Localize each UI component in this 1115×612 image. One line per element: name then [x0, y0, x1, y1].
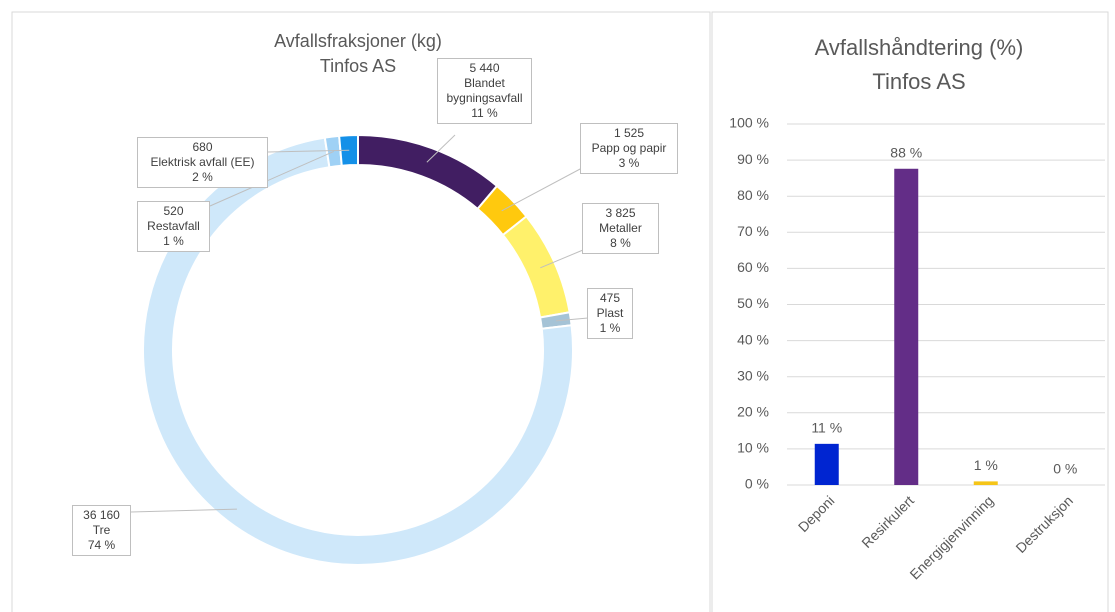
pie-slice: [501, 214, 571, 319]
x-tick-label: Resirkulert: [858, 492, 917, 551]
x-tick-label: Energigjenvinning: [906, 492, 996, 582]
y-tick-label: 20 %: [737, 404, 769, 420]
y-tick-label: 50 %: [737, 295, 769, 311]
label-name: Papp og papir: [591, 141, 667, 155]
bar: [973, 481, 998, 485]
bar: [814, 443, 839, 485]
y-tick-label: 0 %: [745, 476, 769, 492]
panel: [711, 11, 1109, 612]
label-value: 680: [192, 140, 213, 154]
data-label: 3 825 Metaller 8 %: [582, 203, 659, 254]
label-value: 1 525: [613, 126, 645, 140]
label-share: 74 %: [87, 538, 116, 552]
label-value: 5 440: [469, 61, 500, 75]
data-label: 475 Plast 1 %: [587, 288, 633, 339]
label-name: Plast: [596, 306, 624, 320]
leader-line: [426, 134, 456, 163]
leader-line: [540, 249, 584, 269]
label-share: 2 %: [192, 170, 213, 184]
label-share: 3 %: [618, 156, 640, 170]
data-label: 680 Elektrisk avfall (EE) 2 %: [137, 137, 268, 188]
label-name: Elektrisk avfall (EE): [150, 155, 255, 169]
x-tick-label: Destruksjon: [1012, 492, 1076, 556]
chart-subtitle: Tinfos AS: [320, 56, 396, 76]
y-tick-label: 30 %: [737, 367, 769, 383]
label-share: 8 %: [610, 236, 631, 250]
y-tick-label: 80 %: [737, 187, 769, 203]
label-share: 1 %: [599, 321, 621, 335]
data-label: 88 %: [890, 144, 922, 160]
pie-slice: [357, 133, 499, 211]
chart-subtitle: Tinfos AS: [872, 69, 965, 94]
label-value: 3 825: [605, 206, 636, 220]
panel: [11, 11, 711, 612]
leader-line: [501, 167, 583, 212]
label-value: 475: [599, 291, 621, 305]
chart-title: Avfallsfraksjoner (kg): [274, 31, 442, 51]
data-label: 1 %: [974, 457, 998, 473]
pie-slice: [142, 136, 574, 566]
data-label: 11 %: [811, 420, 842, 436]
y-tick-label: 40 %: [737, 331, 769, 347]
y-tick-label: 100 %: [729, 115, 769, 131]
data-label: 36 160 Tre 74 %: [72, 505, 131, 556]
data-label: 520 Restavfall 1 %: [137, 201, 210, 252]
label-name: Blandet bygningsavfall: [446, 76, 523, 105]
y-tick-label: 70 %: [737, 223, 769, 239]
leader-line: [555, 317, 589, 322]
y-tick-label: 90 %: [737, 151, 769, 167]
leader-line: [209, 151, 334, 207]
data-label: 0 %: [1053, 461, 1077, 477]
label-name: Tre: [92, 523, 111, 537]
leader-line: [267, 149, 350, 153]
label-share: 11 %: [471, 106, 498, 120]
data-label: 5 440 Blandet bygningsavfall 11 %: [437, 58, 532, 124]
data-label: 1 525 Papp og papir 3 %: [580, 123, 678, 174]
y-tick-label: 60 %: [737, 259, 769, 275]
y-tick-label: 10 %: [737, 440, 769, 456]
chart-title: Avfallshåndtering (%): [815, 35, 1024, 60]
label-share: 1 %: [163, 234, 184, 248]
x-tick-label: Deponi: [795, 492, 838, 535]
label-name: Restavfall: [147, 219, 200, 233]
label-value: 36 160: [83, 508, 120, 522]
label-name: Metaller: [599, 221, 642, 235]
label-value: 520: [163, 204, 184, 218]
leader-line: [130, 508, 237, 513]
bar: [894, 168, 919, 485]
